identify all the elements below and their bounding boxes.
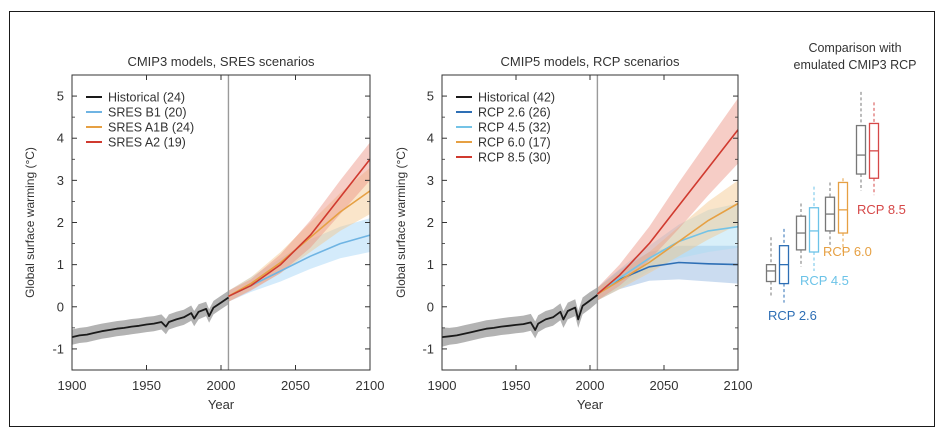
y-tick-label: 2	[57, 215, 64, 230]
legend-entry: RCP 4.5 (32)	[478, 121, 551, 135]
legend-entry: Historical (24)	[108, 91, 185, 105]
box	[837, 181, 849, 234]
uncertainty-band	[597, 203, 738, 301]
uncertainty-band	[228, 142, 370, 302]
y-tick-label: 4	[427, 131, 434, 146]
y-axis-label: Global surface warming (°C)	[23, 147, 37, 298]
box-group-label: RCP 6.0	[823, 244, 872, 259]
y-tick-label: 3	[57, 173, 64, 188]
box-chart-title: emulated CMIP3 RCP	[794, 58, 917, 72]
figure-frame	[9, 11, 935, 427]
x-tick-label: 2100	[724, 378, 753, 393]
series-line	[441, 294, 598, 338]
x-axis-label: Year	[208, 397, 235, 412]
chart-title: CMIP3 models, SRES scenarios	[127, 54, 315, 69]
box-chart: Comparison with emulated CMIP3 RCP RCP 2.6…	[765, 41, 917, 323]
legend-entry: RCP 2.6 (26)	[478, 106, 551, 120]
uncertainty-band	[597, 180, 738, 301]
x-axis-label: Year	[577, 397, 604, 412]
uncertainty-band	[228, 167, 370, 302]
x-tick-label: 2050	[281, 378, 310, 393]
y-tick-label: 4	[57, 131, 64, 146]
x-tick-label: 1900	[428, 378, 457, 393]
y-tick-label: -1	[422, 341, 434, 356]
series-line	[596, 129, 739, 295]
box-chart-title: Comparison with	[808, 41, 901, 55]
legend-entry: Historical (42)	[478, 91, 555, 105]
uncertainty-band	[72, 290, 229, 345]
legend-entry: SRES B1 (20)	[108, 106, 187, 120]
series-line	[596, 202, 739, 295]
y-tick-label: -1	[52, 341, 64, 356]
x-tick-label: 1950	[132, 378, 161, 393]
box-group-label: RCP 4.5	[800, 273, 849, 288]
box-group-label: RCP 8.5	[857, 202, 906, 217]
legend-entry: RCP 6.0 (17)	[478, 136, 551, 150]
legend-entry: SRES A2 (19)	[108, 136, 186, 150]
y-tick-label: 1	[427, 257, 434, 272]
series-line	[596, 261, 739, 295]
x-tick-label: 2000	[576, 378, 605, 393]
chart-title: CMIP5 models, RCP scenarios	[501, 54, 680, 69]
box	[765, 263, 777, 283]
y-tick-label: 2	[427, 215, 434, 230]
series-line	[71, 296, 230, 338]
line-chart-0: 1900 1950 2000 2050 2100 -1 0 1 2 3 4 5 CMIP3 models…	[23, 54, 384, 412]
x-tick-label: 2100	[356, 378, 385, 393]
y-tick-label: 1	[57, 257, 64, 272]
series-line	[228, 158, 371, 298]
uncertainty-band	[597, 98, 738, 301]
series-line	[596, 225, 739, 295]
line-chart-1: 1900 1950 2000 2050 2100 -1 0 1 2 3 4 5 CMIP5 models…	[394, 54, 752, 412]
y-tick-label: 0	[57, 299, 64, 314]
y-tick-label: 0	[427, 299, 434, 314]
y-tick-label: 3	[427, 173, 434, 188]
x-tick-label: 1950	[502, 378, 531, 393]
y-tick-label: 5	[57, 89, 64, 104]
uncertainty-band	[442, 287, 598, 347]
legend-entry: RCP 8.5 (30)	[478, 151, 551, 165]
box	[855, 124, 867, 175]
box-group-label: RCP 2.6	[768, 308, 817, 323]
x-tick-label: 2050	[650, 378, 679, 393]
x-tick-label: 1900	[58, 378, 87, 393]
uncertainty-band	[597, 245, 738, 301]
uncertainty-band	[228, 218, 370, 302]
box	[808, 207, 820, 253]
x-tick-label: 2000	[207, 378, 236, 393]
legend-entry: SRES A1B (24)	[108, 121, 194, 135]
y-axis-label: Global surface warming (°C)	[394, 147, 408, 298]
y-tick-label: 5	[427, 89, 434, 104]
